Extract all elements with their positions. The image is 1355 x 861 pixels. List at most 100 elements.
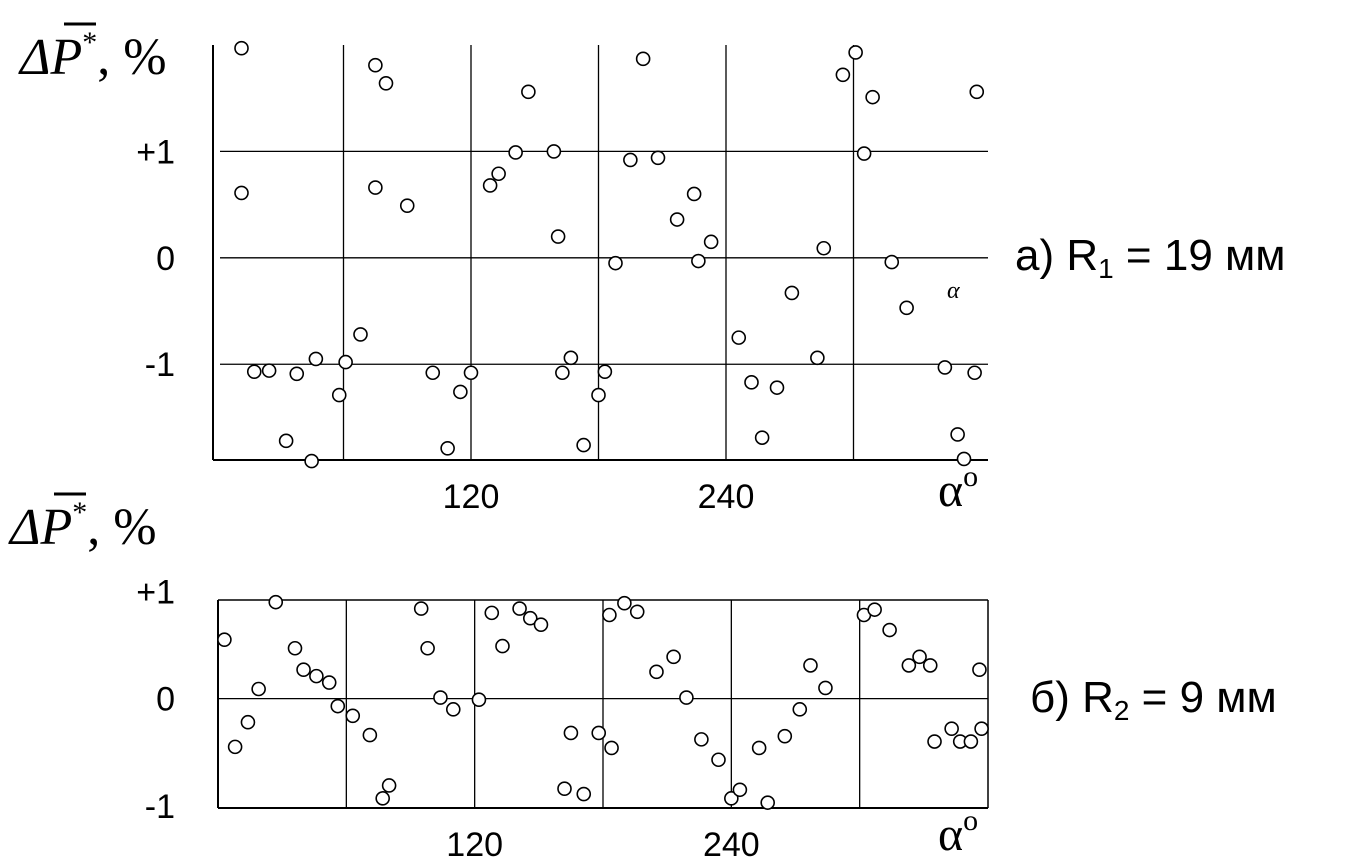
data-point xyxy=(563,725,579,741)
data-point xyxy=(703,234,719,250)
data-point xyxy=(484,605,500,621)
data-point xyxy=(591,725,607,741)
data-point xyxy=(251,681,266,697)
x-axis-label-a: αo xyxy=(938,460,978,517)
data-point xyxy=(576,437,591,453)
data-point xyxy=(937,360,953,375)
x-ticks-a: 120 240 xyxy=(443,478,755,516)
data-point xyxy=(345,708,361,724)
caption-rest: = 9 мм xyxy=(1129,673,1276,722)
data-point xyxy=(246,364,262,379)
data-point xyxy=(296,662,311,677)
data-point xyxy=(375,791,390,806)
caption-rest: = 19 мм xyxy=(1114,231,1286,280)
data-point xyxy=(463,365,479,381)
data-point xyxy=(731,330,747,345)
y-tick-label: -1 xyxy=(145,346,175,384)
data-point xyxy=(784,285,800,301)
data-point xyxy=(912,649,927,665)
data-point xyxy=(321,675,337,690)
data-point xyxy=(927,734,942,749)
data-point xyxy=(650,150,666,166)
y-tick-label: +1 xyxy=(136,133,175,171)
data-point xyxy=(623,152,638,168)
data-point xyxy=(944,721,959,736)
data-point xyxy=(617,595,632,611)
data-point xyxy=(381,778,397,793)
data-point xyxy=(550,229,566,244)
data-point xyxy=(445,702,461,717)
annotation-alpha: α xyxy=(947,278,960,304)
data-point xyxy=(635,51,651,67)
data-point xyxy=(848,45,863,60)
data-point xyxy=(533,617,549,632)
y-axis-label-text: ΔP xyxy=(8,499,72,556)
data-point xyxy=(956,451,972,467)
data-point xyxy=(950,427,965,442)
y-axis-label-superscript: * xyxy=(82,26,97,59)
data-point xyxy=(649,664,664,680)
caption-subscript: 2 xyxy=(1114,695,1130,726)
data-point xyxy=(867,602,882,617)
data-point xyxy=(666,649,681,665)
data-point xyxy=(769,380,785,395)
caption-text: б) R xyxy=(1030,673,1114,722)
data-point xyxy=(308,351,324,367)
data-point xyxy=(378,76,394,91)
y-tick-label: -1 xyxy=(145,788,175,826)
data-point xyxy=(304,453,319,469)
caption-b: б) R2 = 9 мм xyxy=(1030,673,1277,726)
data-point xyxy=(227,739,243,755)
data-point xyxy=(330,698,346,714)
data-point xyxy=(818,680,833,696)
data-point xyxy=(491,166,506,182)
data-point xyxy=(686,186,702,202)
data-point xyxy=(433,690,448,705)
data-point xyxy=(309,668,324,684)
data-point xyxy=(420,640,435,656)
data-point xyxy=(972,662,987,677)
data-point xyxy=(338,354,353,370)
data-point xyxy=(597,364,613,379)
data-point xyxy=(751,740,767,756)
data-point xyxy=(399,198,415,213)
data-point xyxy=(576,786,592,802)
data-point xyxy=(278,433,294,449)
data-point xyxy=(856,146,872,161)
data-point xyxy=(803,658,818,673)
data-point xyxy=(882,622,897,638)
data-point xyxy=(884,254,900,270)
y-ticks-a: +1 0 -1 xyxy=(136,133,175,384)
data-point xyxy=(521,84,536,100)
data-point xyxy=(691,253,706,269)
data-point xyxy=(865,89,880,105)
data-point xyxy=(413,601,429,616)
data-point xyxy=(240,714,256,730)
data-point xyxy=(724,791,739,806)
x-tick-label: 120 xyxy=(446,826,503,861)
x-axis-label-superscript: o xyxy=(963,460,978,493)
data-point xyxy=(744,375,759,390)
grid-b xyxy=(217,599,989,809)
y-ticks-b: +1 0 -1 xyxy=(136,573,175,825)
data-point xyxy=(604,740,619,756)
data-point xyxy=(289,366,305,382)
data-point xyxy=(969,84,985,100)
points-b xyxy=(217,594,989,810)
data-point xyxy=(508,145,523,160)
data-point xyxy=(425,365,441,381)
y-axis-label-a: ΔP*, % xyxy=(18,26,167,86)
y-axis-label-unit: , % xyxy=(97,29,166,86)
data-point xyxy=(368,57,383,73)
data-point xyxy=(217,632,232,647)
data-point xyxy=(694,732,709,747)
x-tick-label: 120 xyxy=(443,478,500,516)
data-point xyxy=(495,638,510,654)
x-ticks-b: 120 240 xyxy=(446,826,759,861)
x-axis-label-superscript: o xyxy=(963,804,978,837)
data-point xyxy=(234,40,249,56)
x-axis-label-text: α xyxy=(938,808,963,861)
chart-panel-b: ΔP*, % +1 0 -1 120 240 αo б) R2 = 9 мм xyxy=(8,492,1277,861)
data-point xyxy=(629,604,645,620)
data-point xyxy=(669,212,685,227)
